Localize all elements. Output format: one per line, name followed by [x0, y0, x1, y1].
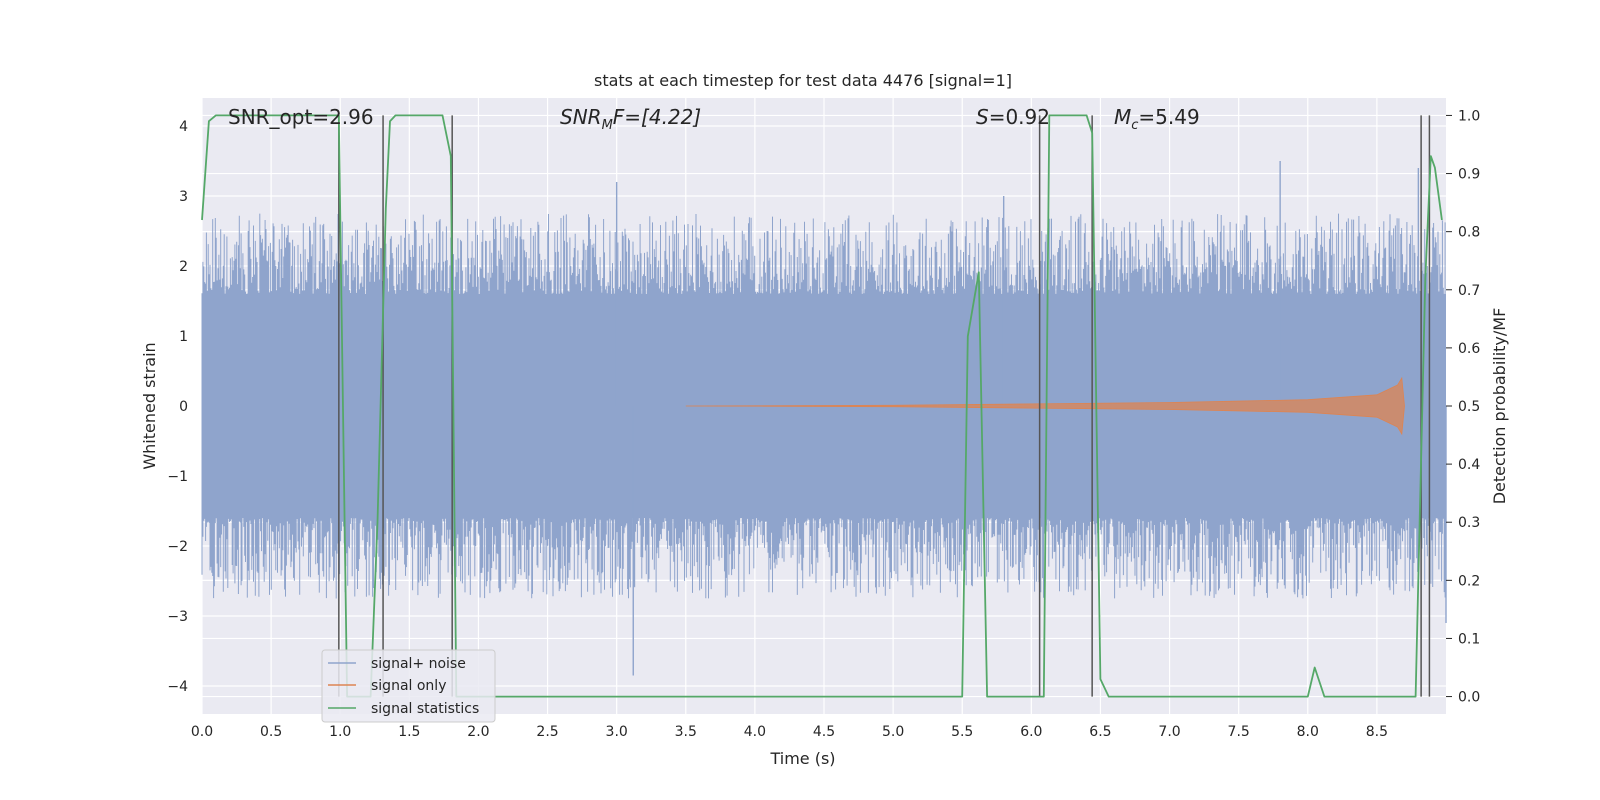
x-tick-label: 3.0 [606, 724, 628, 740]
y-tick-label: −4 [167, 679, 188, 695]
x-tick-label: 6.5 [1089, 724, 1111, 740]
y-axis-right: 0.0 0.1 0.2 0.3 0.4 0.5 0.6 0.7 0.8 0.9 1.0 [1446, 108, 1480, 706]
y2-tick-label: 0.4 [1458, 457, 1480, 473]
mc-value: =5.49 [1138, 105, 1199, 129]
legend-label-signal-statistics: signal statistics [371, 701, 479, 717]
mc-annotation: Mc=5.49 [1114, 105, 1200, 133]
snr-mf-suffix: F=[4.22] [613, 105, 701, 129]
y-tick-label: −1 [167, 469, 188, 485]
snr-mf-prefix: SNR [560, 105, 602, 129]
x-tick-label: 4.0 [744, 724, 766, 740]
y-tick-label: 4 [179, 119, 188, 135]
y-tick-label: −2 [167, 539, 188, 555]
series-signal-statistics [201, 114, 1443, 698]
x-tick-label: 1.0 [329, 724, 351, 740]
y2-tick-label: 0.0 [1458, 690, 1480, 706]
y2-tick-label: 0.9 [1458, 167, 1480, 183]
mc-subscript: c [1131, 118, 1138, 133]
legend: signal+ noise signal only signal statist… [321, 649, 496, 723]
y-axis-left: −4 −3 −2 −1 0 1 2 3 4 [167, 119, 188, 695]
legend-label-signal-only: signal only [371, 678, 446, 694]
x-tick-label: 2.0 [467, 724, 489, 740]
y-tick-label: 2 [179, 259, 188, 275]
x-tick-label: 3.5 [675, 724, 697, 740]
x-tick-label: 4.5 [813, 724, 835, 740]
x-axis: 0.0 0.5 1.0 1.5 2.0 2.5 3.0 3.5 4.0 4.5 5.0 5.5 6.0 6… [191, 724, 1388, 740]
y-tick-label: 1 [179, 329, 188, 345]
vertical-markers [338, 115, 1431, 697]
mc-name: M [1114, 105, 1131, 129]
s-name: S [976, 105, 989, 129]
x-tick-label: 8.5 [1366, 724, 1388, 740]
plot-area [201, 98, 1447, 714]
y2-tick-label: 0.2 [1458, 573, 1480, 589]
x-axis-title: Time (s) [769, 749, 835, 768]
y-tick-label: −3 [167, 609, 188, 625]
series-signal-only [685, 376, 1405, 436]
x-tick-label: 7.0 [1158, 724, 1180, 740]
y-axis-title: Whitened strain [140, 342, 159, 469]
y2-tick-label: 0.7 [1458, 283, 1480, 299]
legend-label-signal-noise: signal+ noise [371, 656, 466, 672]
x-tick-label: 2.5 [536, 724, 558, 740]
snr-mf-subscript: M [602, 118, 613, 133]
signal-envelope [685, 376, 1405, 436]
y2-axis-title: Detection probability/MF [1490, 308, 1509, 505]
s-annotation: S=0.92 [976, 105, 1050, 129]
legend-box [321, 649, 496, 723]
y2-tick-label: 0.1 [1458, 631, 1480, 647]
x-tick-label: 0.5 [260, 724, 282, 740]
y-tick-label: 0 [179, 399, 188, 415]
x-tick-label: 5.5 [951, 724, 973, 740]
y2-tick-label: 1.0 [1458, 108, 1480, 124]
y2-tick-label: 0.3 [1458, 515, 1480, 531]
y2-tick-label: 0.8 [1458, 225, 1480, 241]
y-tick-label: 3 [179, 189, 188, 205]
x-tick-label: 0.0 [191, 724, 213, 740]
y2-tick-label: 0.5 [1458, 399, 1480, 415]
x-tick-label: 7.5 [1228, 724, 1250, 740]
x-tick-label: 8.0 [1297, 724, 1319, 740]
x-tick-label: 5.0 [882, 724, 904, 740]
noise-trace [201, 213, 1446, 599]
chart-title: stats at each timestep for test data 447… [594, 71, 1012, 90]
s-value: =0.92 [989, 105, 1050, 129]
snr-mf-annotation: SNRMF=[4.22] [560, 105, 701, 133]
statistics-line [201, 114, 1443, 698]
y2-tick-label: 0.6 [1458, 341, 1480, 357]
snr-opt-annotation: SNR_opt=2.96 [228, 105, 374, 129]
x-tick-label: 6.0 [1020, 724, 1042, 740]
x-tick-label: 1.5 [398, 724, 420, 740]
